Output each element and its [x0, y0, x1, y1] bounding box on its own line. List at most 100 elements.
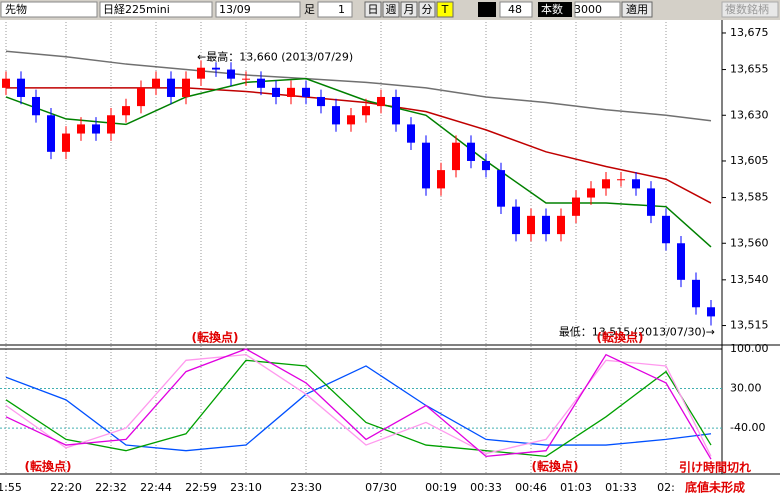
candle-body	[662, 215, 670, 244]
candle-body	[497, 170, 505, 207]
annotation: (転換点)	[192, 330, 239, 345]
count-label: 本数	[541, 2, 563, 16]
t-input[interactable]	[499, 1, 533, 18]
candle-body	[257, 78, 265, 88]
toolbar-controls: 先物 日経225mini 13/09 足 1 T 48 本数 3000 適用 複…	[0, 1, 779, 18]
period-button[interactable]	[364, 1, 382, 18]
y-tick-label: 13,630	[730, 108, 769, 121]
symbol-select[interactable]	[99, 1, 213, 18]
candle-body	[617, 179, 625, 181]
candle-body	[647, 188, 655, 216]
candle-body	[227, 69, 235, 79]
x-tick-label: 00:33	[470, 481, 502, 494]
x-tick-label: 02:	[657, 481, 675, 494]
period-label: 分	[422, 3, 433, 16]
candle-body	[107, 115, 115, 134]
count-value: 3000	[574, 3, 602, 16]
x-tick-label: 22:32	[95, 481, 127, 494]
candle-body	[272, 87, 280, 97]
bar-value: 1	[338, 3, 345, 16]
apply: 適用	[626, 2, 648, 16]
apply-button[interactable]	[621, 1, 653, 18]
candle-body	[512, 206, 520, 235]
t-box	[478, 2, 496, 17]
annotation: 引け時間切れ	[679, 460, 751, 475]
y-tick-label: 13,605	[730, 154, 769, 167]
oscillator-line	[5, 353, 712, 457]
multi-button[interactable]	[721, 1, 779, 18]
y-tick-label: -40.00	[730, 421, 765, 434]
bar-label: 足	[304, 3, 315, 16]
candle-body	[182, 78, 190, 97]
period-button[interactable]	[436, 1, 454, 18]
y-tick-label: 13,540	[730, 273, 769, 286]
x-tick-label: 01:03	[560, 481, 592, 494]
x-tick-label: 01:33	[605, 481, 637, 494]
x-tick-label: 23:10	[230, 481, 262, 494]
candle-body	[47, 115, 55, 152]
candle-body	[92, 124, 100, 134]
candle-body	[707, 307, 715, 317]
low-label: 最低：13,515 (2013/07/30)→	[559, 326, 715, 339]
oscillator-line	[5, 359, 712, 458]
period-button[interactable]	[418, 1, 436, 18]
market-select[interactable]	[0, 1, 98, 18]
candle-body	[407, 124, 415, 143]
candle-body	[527, 215, 535, 235]
bar-input[interactable]	[317, 1, 353, 18]
y-tick-label: 30.00	[730, 382, 762, 395]
candle-body	[482, 160, 490, 171]
candle-body	[347, 115, 355, 125]
annotation: (転換点)	[532, 459, 579, 474]
y-tick-label: 13,560	[730, 236, 769, 249]
oscillator-line	[5, 365, 712, 452]
candle-body	[212, 67, 220, 70]
candle-body	[362, 106, 370, 116]
period-label: 月	[404, 3, 415, 16]
y-tick-label: 13,585	[730, 191, 769, 204]
moving-average	[5, 50, 712, 122]
candle-body	[692, 279, 700, 308]
candle-body	[377, 96, 385, 107]
period-button[interactable]	[400, 1, 418, 18]
annotation: 底値未形成	[685, 480, 745, 495]
y-tick-label: 100.00	[730, 342, 769, 355]
candle-body	[17, 78, 25, 97]
x-tick-label: 00:19	[425, 481, 457, 494]
x-tick-label: 22:20	[50, 481, 82, 494]
multi: 複数銘柄	[725, 2, 769, 16]
candle-body	[392, 96, 400, 125]
count-box	[538, 2, 572, 17]
y-tick-label: 13,515	[730, 319, 769, 332]
candle-body	[602, 179, 610, 189]
market: 先物	[5, 2, 27, 16]
candle-body	[242, 78, 250, 80]
candle-body	[677, 243, 685, 280]
candle-body	[317, 96, 325, 107]
oscillator-line	[5, 348, 712, 460]
candle-body	[437, 170, 445, 189]
candle-body	[2, 78, 10, 88]
period-button[interactable]	[382, 1, 400, 18]
candle-body	[542, 215, 550, 235]
x-tick-label: 22:59	[185, 481, 217, 494]
x-tick-label: 00:46	[515, 481, 547, 494]
moving-average	[5, 77, 712, 248]
count-input[interactable]	[574, 1, 621, 18]
symbol: 日経225mini	[103, 3, 170, 16]
y-tick-label: 13,675	[730, 26, 769, 39]
candle-body	[557, 215, 565, 235]
x-tick-label: 21:55	[0, 481, 22, 494]
y-tick-label: 13,655	[730, 63, 769, 76]
period-label: 週	[386, 3, 397, 16]
candle-body	[587, 188, 595, 198]
candle-body	[32, 96, 40, 116]
candle-body	[422, 142, 430, 189]
high-label: ←最高：13,660 (2013/07/29)	[197, 49, 353, 63]
candle-body	[77, 124, 85, 134]
candle-body	[632, 179, 640, 189]
candle-body	[287, 87, 295, 97]
month-select[interactable]	[215, 1, 301, 18]
candle-body	[572, 197, 580, 216]
